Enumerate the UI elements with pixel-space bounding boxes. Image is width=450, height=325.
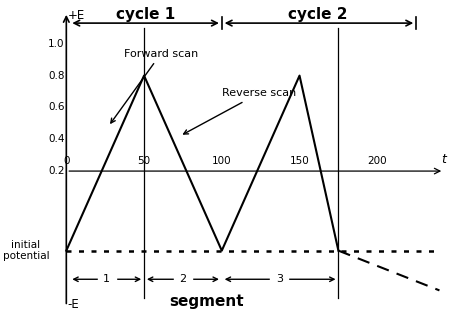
Text: -E: -E — [68, 298, 80, 311]
Text: segment: segment — [169, 294, 243, 309]
Text: Forward scan: Forward scan — [111, 48, 198, 123]
Text: 1: 1 — [103, 274, 110, 284]
Text: 100: 100 — [212, 156, 232, 166]
Text: 0: 0 — [63, 156, 70, 166]
Text: +E: +E — [68, 9, 85, 22]
Text: 0.2: 0.2 — [48, 166, 65, 176]
Text: 0.4: 0.4 — [48, 134, 65, 144]
Text: cycle 2: cycle 2 — [288, 6, 348, 21]
Text: 150: 150 — [290, 156, 310, 166]
Text: 0.6: 0.6 — [48, 102, 65, 112]
Text: 2: 2 — [180, 274, 186, 284]
Text: 3: 3 — [276, 274, 283, 284]
Text: 200: 200 — [368, 156, 387, 166]
Text: t: t — [441, 153, 446, 166]
Text: 1.0: 1.0 — [48, 39, 65, 49]
Text: 50: 50 — [138, 156, 151, 166]
Text: cycle 1: cycle 1 — [116, 6, 175, 21]
Text: initial
potential: initial potential — [3, 240, 49, 261]
Text: 0.8: 0.8 — [48, 71, 65, 81]
Text: Reverse scan: Reverse scan — [184, 88, 296, 134]
